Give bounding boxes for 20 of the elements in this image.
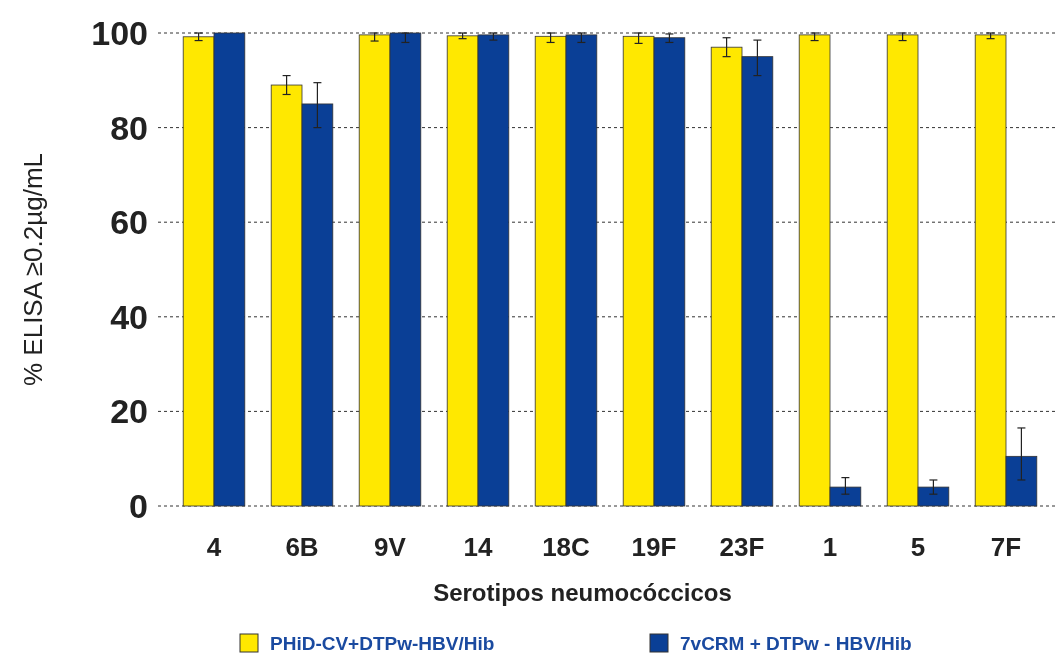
x-tick-label: 9V (374, 532, 407, 562)
x-tick-label: 14 (463, 532, 493, 562)
x-tick-label: 7F (990, 532, 1022, 562)
x-axis-title: Serotipos neumocóccicos (433, 579, 732, 606)
x-tick-label: 5 (910, 532, 926, 562)
x-tick-label: 6B (285, 532, 319, 562)
legend-label: PHiD-CV+DTPw-HBV/Hib (270, 633, 495, 654)
x-tick-label: 4 (206, 532, 222, 562)
x-tick-label: 23F (719, 532, 765, 562)
y-tick-label: 40 (110, 297, 148, 336)
y-tick-label: 60 (110, 203, 148, 242)
x-tick-label: 1 (822, 532, 838, 562)
y-tick-label: 80 (110, 108, 148, 147)
y-tick-label: 20 (110, 392, 148, 431)
y-tick-label: 100 (91, 13, 148, 52)
y-tick-label: 0 (129, 486, 148, 525)
legend-label: 7vCRM + DTPw - HBV/Hib (680, 633, 912, 654)
y-axis-title: % ELISA ≥0.2µg/mL (18, 152, 48, 387)
x-tick-label: 19F (631, 532, 677, 562)
x-tick-label: 18C (542, 532, 591, 562)
